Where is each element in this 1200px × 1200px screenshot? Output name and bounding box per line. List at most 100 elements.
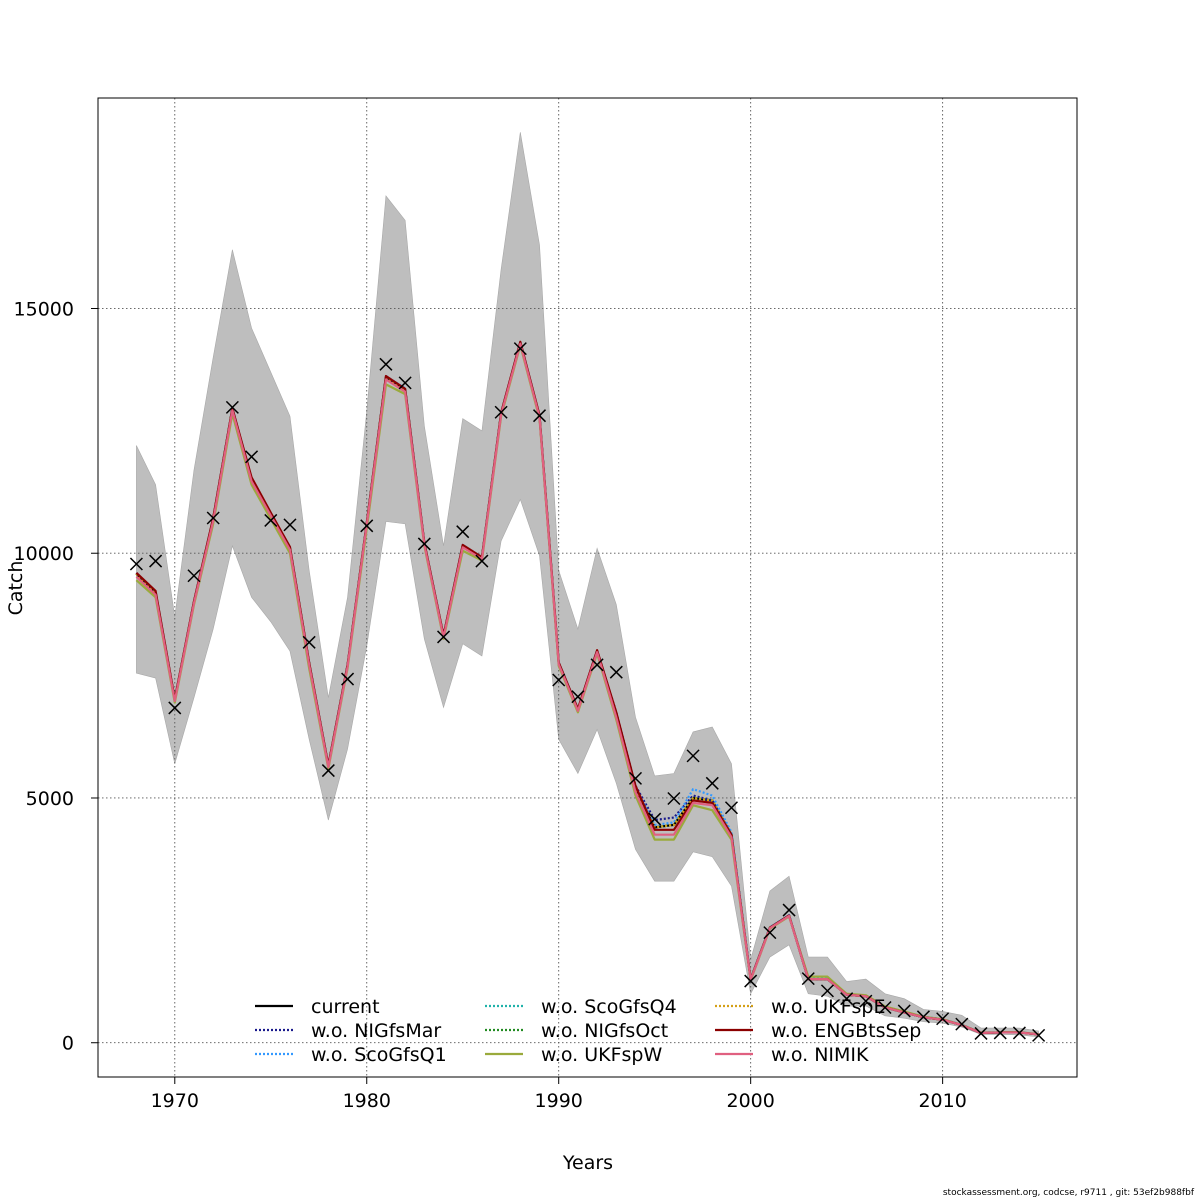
legend-item-7: w.o. ENGBtsSep xyxy=(715,1020,921,1042)
observed-point-stroke xyxy=(417,537,431,551)
observed-point-2010 xyxy=(936,1012,950,1026)
observed-point-1991 xyxy=(571,690,585,704)
observed-point-stroke xyxy=(552,673,566,687)
x-tick-label-1990: 1990 xyxy=(535,1090,583,1112)
x-tick-label-2010: 2010 xyxy=(918,1090,966,1112)
observed-point-1990 xyxy=(552,673,566,687)
observed-point-stroke xyxy=(686,749,700,763)
x-tick-label-1980: 1980 xyxy=(343,1090,391,1112)
observed-point-stroke xyxy=(1032,1028,1046,1042)
observed-point-1972 xyxy=(206,511,220,525)
observed-point-1977 xyxy=(302,635,316,649)
observed-point-stroke xyxy=(801,972,815,986)
observed-point-stroke xyxy=(974,1026,988,1040)
observed-point-stroke xyxy=(129,557,143,571)
observed-point-stroke xyxy=(916,1010,930,1024)
legend-item-8: w.o. NIMIK xyxy=(715,1044,869,1066)
observed-point-stroke xyxy=(149,554,163,568)
observed-point-1968 xyxy=(129,557,143,571)
observed-point-1982 xyxy=(398,376,412,390)
observed-point-1969 xyxy=(149,554,163,568)
legend-item-5: w.o. UKFspW xyxy=(485,1044,662,1066)
observed-point-2006 xyxy=(859,994,873,1008)
observed-point-2003 xyxy=(801,972,815,986)
observed-point-stroke xyxy=(648,812,662,826)
observed-point-2013 xyxy=(993,1026,1007,1040)
observed-point-stroke xyxy=(628,771,643,785)
observed-point-stroke xyxy=(878,1000,892,1015)
legend-label-2: w.o. ScoGfsQ1 xyxy=(311,1044,447,1066)
legend-label-8: w.o. NIMIK xyxy=(771,1044,869,1066)
observed-point-1997 xyxy=(686,749,700,763)
observed-point-stroke xyxy=(187,569,201,583)
observed-point-stroke xyxy=(820,984,834,998)
observed-point-1981 xyxy=(379,357,393,371)
confidence-band-layer xyxy=(136,132,1039,1038)
confidence-band xyxy=(136,132,1039,1038)
x-tick-label-2000: 2000 xyxy=(726,1090,774,1112)
y-tick-label-10000: 10000 xyxy=(14,543,74,565)
observed-point-2011 xyxy=(955,1017,969,1031)
observed-point-1999 xyxy=(724,801,739,815)
observed-point-stroke xyxy=(667,791,681,806)
observed-point-stroke xyxy=(206,511,220,525)
x-axis-label: Years xyxy=(562,1152,613,1174)
axis-layer: 1970 1980 1990 2000 2010 0 5000 10000 15000 xyxy=(14,298,967,1112)
observed-point-stroke xyxy=(705,776,719,790)
observed-point-1985 xyxy=(456,525,470,539)
observed-point-stroke xyxy=(993,1026,1007,1040)
observed-point-stroke xyxy=(744,974,758,988)
observed-point-stroke xyxy=(379,357,393,371)
y-tick-label-5000: 5000 xyxy=(26,788,74,810)
legend-item-2: w.o. ScoGfsQ1 xyxy=(255,1044,447,1066)
observed-point-2000 xyxy=(744,974,758,988)
observed-point-stroke xyxy=(859,994,873,1008)
observed-point-stroke xyxy=(302,635,316,649)
observed-point-2001 xyxy=(763,926,777,940)
observed-point-stroke xyxy=(840,992,854,1006)
observed-point-stroke xyxy=(475,554,489,568)
observed-point-1988 xyxy=(513,342,527,356)
observed-point-2014 xyxy=(1012,1026,1026,1040)
observed-point-2002 xyxy=(782,903,796,917)
observed-point-stroke xyxy=(955,1017,969,1031)
observed-point-stroke xyxy=(590,658,604,672)
observed-point-stroke xyxy=(283,518,297,532)
observed-point-stroke xyxy=(532,409,547,423)
observed-point-stroke xyxy=(782,903,796,917)
observed-point-stroke xyxy=(456,525,470,539)
observed-point-stroke xyxy=(341,672,355,686)
observed-point-2005 xyxy=(840,992,854,1006)
observed-point-1992 xyxy=(590,658,604,672)
observed-point-1976 xyxy=(283,518,297,532)
observed-point-2007 xyxy=(878,1000,892,1015)
legend-label-7: w.o. ENGBtsSep xyxy=(771,1020,921,1042)
observed-point-stroke xyxy=(1012,1026,1026,1040)
observed-point-stroke xyxy=(264,513,278,527)
observed-point-1979 xyxy=(341,672,355,686)
observed-point-2015 xyxy=(1032,1028,1046,1042)
observed-point-1970 xyxy=(168,701,182,715)
observed-point-2008 xyxy=(897,1004,911,1018)
observed-point-1998 xyxy=(705,776,719,790)
observed-point-stroke xyxy=(168,701,182,715)
legend-item-1: w.o. NIGfsMar xyxy=(255,1020,441,1042)
observed-point-stroke xyxy=(571,690,585,704)
plot-frame xyxy=(97,97,1078,1078)
series-layer xyxy=(135,340,1039,1036)
observed-point-1971 xyxy=(187,569,201,583)
observed-point-stroke xyxy=(360,519,374,533)
observed-point-stroke xyxy=(321,764,335,778)
observed-point-stroke xyxy=(936,1012,950,1026)
observed-point-stroke xyxy=(763,926,777,940)
observed-point-stroke xyxy=(398,376,412,390)
observed-point-1993 xyxy=(609,665,623,679)
series-line-8 xyxy=(135,342,1039,1036)
legend-item-4: w.o. NIGfsOct xyxy=(485,1020,668,1042)
observed-point-1975 xyxy=(264,513,278,527)
legend-item-3: w.o. ScoGfsQ4 xyxy=(485,996,677,1018)
y-tick-label-0: 0 xyxy=(62,1033,74,1055)
legend-label-4: w.o. NIGfsOct xyxy=(541,1020,668,1042)
observed-point-stroke xyxy=(609,665,623,679)
footer-credit: stockassessment.org, codcse, r9711 , git… xyxy=(942,1188,1194,1198)
